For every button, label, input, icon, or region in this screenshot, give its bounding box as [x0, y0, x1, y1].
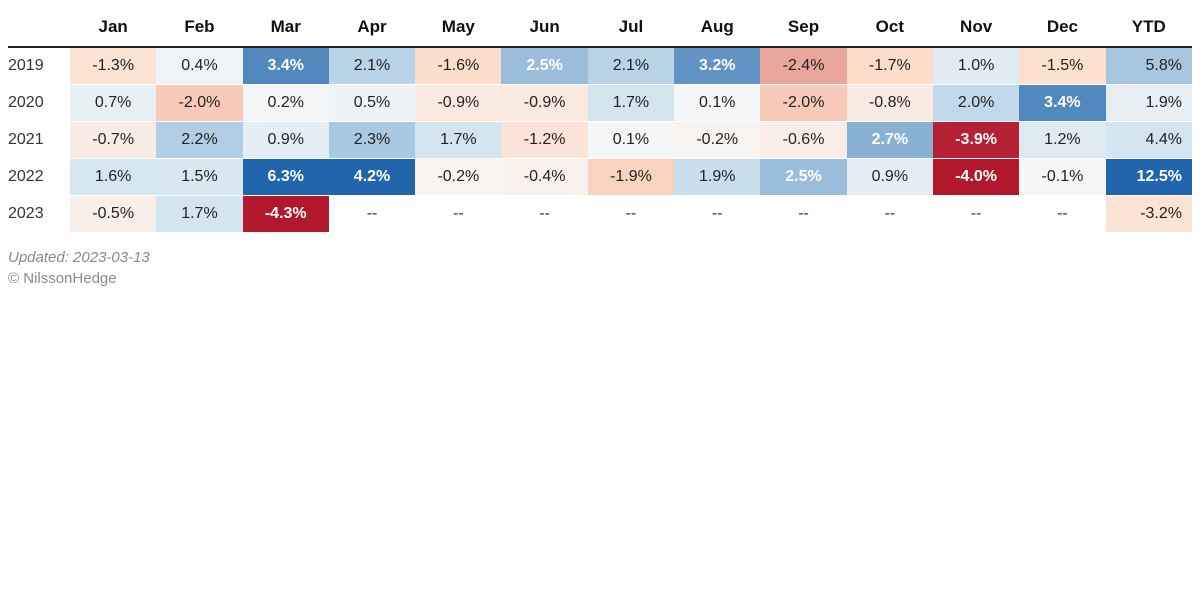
month-cell: -0.4%	[501, 158, 588, 196]
month-cell: --	[760, 195, 847, 233]
month-cell: 4.2%	[328, 158, 416, 196]
month-cell: 1.2%	[1019, 121, 1106, 159]
month-cell: 1.7%	[587, 84, 675, 122]
month-cell: 2.1%	[328, 47, 416, 85]
column-header-dec: Dec	[1046, 17, 1078, 36]
header-row: Jan Feb Mar Apr May Jun Jul Aug Sep Oct Nov Dec YTD	[8, 8, 1192, 47]
year-column-header	[8, 8, 70, 47]
month-cell: 0.9%	[242, 121, 329, 159]
month-cell: -1.3%	[70, 47, 157, 85]
month-cell: 0.1%	[674, 84, 761, 122]
month-cell: 2.3%	[328, 121, 416, 159]
column-header-apr: Apr	[357, 17, 387, 36]
month-cell: -1.7%	[846, 47, 933, 85]
month-cell: -0.7%	[70, 121, 157, 159]
month-cell: -0.8%	[846, 84, 933, 122]
month-cell: -0.6%	[760, 121, 847, 159]
ytd-cell: -3.2%	[1105, 195, 1192, 233]
month-cell: 0.7%	[70, 84, 157, 122]
month-cell: 0.4%	[156, 47, 243, 85]
month-cell: -1.9%	[587, 158, 675, 196]
column-header-may: May	[441, 17, 475, 36]
row-year-label: 2019	[8, 47, 70, 85]
month-cell: -1.5%	[1019, 47, 1106, 85]
month-cell: 1.7%	[415, 121, 502, 159]
month-cell: 1.5%	[156, 158, 243, 196]
ytd-cell: 12.5%	[1105, 158, 1192, 196]
month-cell: 6.3%	[242, 158, 329, 196]
column-header-sep: Sep	[787, 17, 820, 36]
month-cell: 0.5%	[328, 84, 416, 122]
month-cell: -2.0%	[760, 84, 847, 122]
month-cell: -1.6%	[415, 47, 502, 85]
column-header-mar: Mar	[270, 17, 301, 36]
ytd-cell: 5.8%	[1105, 47, 1192, 85]
footer: Updated: 2023-03-13 © NilssonHedge	[8, 248, 150, 290]
month-cell: --	[587, 195, 675, 233]
table-row: 2023 -0.5% 1.7% -4.3% -- -- -- -- -- -- -- -- -- -3.2…	[8, 195, 1192, 233]
row-year-label: 2023	[8, 195, 70, 233]
month-cell: -1.2%	[501, 121, 588, 159]
month-cell: 1.9%	[674, 158, 761, 196]
copyright-credit: © NilssonHedge	[8, 270, 117, 287]
month-cell: --	[328, 195, 416, 233]
month-cell: 1.0%	[932, 47, 1020, 85]
row-year-label: 2020	[8, 84, 70, 122]
month-cell: --	[674, 195, 761, 233]
month-cell: --	[846, 195, 933, 233]
month-cell: -0.9%	[415, 84, 502, 122]
column-header-feb: Feb	[184, 17, 215, 36]
column-header-ytd: YTD	[1131, 17, 1166, 36]
month-cell: -0.2%	[674, 121, 761, 159]
month-cell: -0.2%	[415, 158, 502, 196]
monthly-returns-table: Jan Feb Mar Apr May Jun Jul Aug Sep Oct Nov Dec YTD …	[8, 8, 1192, 233]
column-header-aug: Aug	[700, 17, 734, 36]
returns-heatmap: Jan Feb Mar Apr May Jun Jul Aug Sep Oct Nov Dec YTD …	[8, 8, 1192, 233]
month-cell: --	[1019, 195, 1106, 233]
month-cell: 0.2%	[242, 84, 329, 122]
month-cell: 0.9%	[846, 158, 933, 196]
month-cell: -2.0%	[156, 84, 243, 122]
updated-date: Updated: 2023-03-13	[8, 249, 150, 266]
table-body: 2019 -1.3% 0.4% 3.4% 2.1% -1.6% 2.5% 2.1% 3.2% -2…	[8, 47, 1192, 233]
month-cell: 2.7%	[846, 121, 933, 159]
month-cell: -0.5%	[70, 195, 157, 233]
column-header-jul: Jul	[618, 17, 644, 36]
month-cell: 2.5%	[501, 47, 588, 85]
month-cell: -4.0%	[932, 158, 1020, 196]
table-row: 2019 -1.3% 0.4% 3.4% 2.1% -1.6% 2.5% 2.1% 3.2% -2…	[8, 47, 1192, 85]
month-cell: 0.1%	[587, 121, 675, 159]
month-cell: --	[501, 195, 588, 233]
month-cell: -0.1%	[1019, 158, 1106, 196]
month-cell: -0.9%	[501, 84, 588, 122]
row-year-label: 2021	[8, 121, 70, 159]
month-cell: 1.7%	[156, 195, 243, 233]
month-cell: 2.2%	[156, 121, 243, 159]
column-header-jan: Jan	[98, 17, 128, 36]
month-cell: 3.4%	[1019, 84, 1106, 122]
column-header-jun: Jun	[529, 17, 560, 36]
month-cell: 2.5%	[760, 158, 847, 196]
table-row: 2020 0.7% -2.0% 0.2% 0.5% -0.9% -0.9% 1.7% 0.1% -…	[8, 84, 1192, 122]
ytd-cell: 4.4%	[1105, 121, 1192, 159]
table-row: 2022 1.6% 1.5% 6.3% 4.2% -0.2% -0.4% -1.9% 1.9% 2…	[8, 158, 1192, 196]
month-cell: --	[932, 195, 1020, 233]
month-cell: 2.1%	[587, 47, 675, 85]
month-cell: 1.6%	[70, 158, 157, 196]
month-cell: 3.4%	[242, 47, 329, 85]
month-cell: -4.3%	[242, 195, 329, 233]
table-row: 2021 -0.7% 2.2% 0.9% 2.3% 1.7% -1.2% 0.1% -0.2% -…	[8, 121, 1192, 159]
ytd-cell: 1.9%	[1105, 84, 1192, 122]
row-year-label: 2022	[8, 158, 70, 196]
month-cell: -2.4%	[760, 47, 847, 85]
month-cell: --	[415, 195, 502, 233]
month-cell: 2.0%	[932, 84, 1020, 122]
column-header-oct: Oct	[875, 17, 904, 36]
column-header-nov: Nov	[960, 17, 993, 36]
month-cell: -3.9%	[932, 121, 1020, 159]
month-cell: 3.2%	[674, 47, 761, 85]
